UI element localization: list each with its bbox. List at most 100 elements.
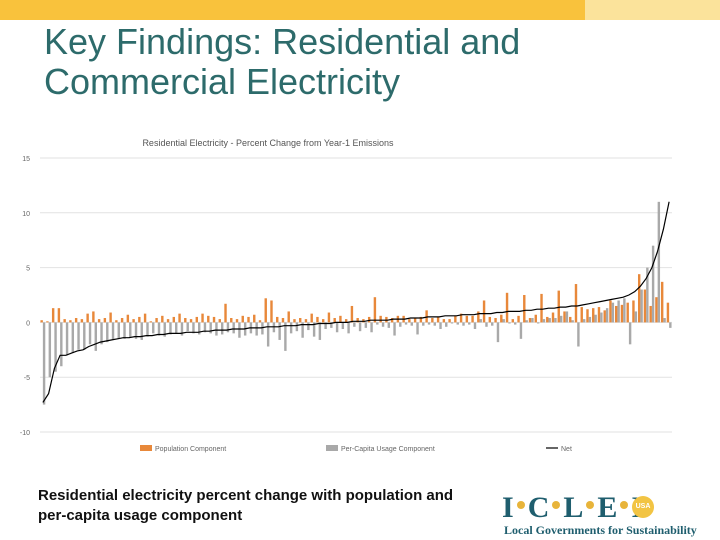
chart-bar-population — [46, 321, 49, 323]
slide-title-line-1: Key Findings: Residential and — [44, 21, 521, 62]
chart-bar-per-capita — [605, 308, 609, 323]
chart-bar-population — [115, 320, 118, 323]
logo-letter: L — [563, 491, 584, 524]
chart-bar-population — [586, 309, 589, 323]
chart-bar-population — [258, 320, 262, 323]
chart-bar-per-capita — [157, 322, 161, 336]
chart-bar-per-capita — [611, 302, 615, 323]
chart-canvas: Residential Electricity - Percent Change… — [16, 128, 680, 464]
chart-bar-population — [442, 319, 446, 323]
caption-line-1: Residential electricity percent change w… — [38, 487, 454, 504]
chart-bar-population — [51, 308, 55, 323]
chart-bar-population — [339, 315, 342, 323]
chart-bar-population — [120, 318, 124, 323]
logo-letter: E — [597, 491, 618, 524]
slide-title: Key Findings: Residential and Commercial… — [44, 22, 684, 102]
chart-bar-per-capita — [577, 322, 580, 347]
chart-bar-per-capita — [565, 311, 569, 323]
chart-bar-per-capita — [496, 322, 500, 343]
iclei-logo: ICLEI USA Local Governments for Sustaina… — [502, 492, 712, 538]
chart-bar-population — [632, 300, 635, 323]
chart-bar-per-capita — [393, 322, 396, 336]
chart-bar-population — [253, 314, 256, 323]
chart-bar-population — [212, 316, 216, 323]
chart-bar-population — [207, 315, 210, 323]
accent-bar-light — [585, 0, 720, 20]
chart-bar-population — [57, 308, 61, 323]
chart-bar-population — [615, 305, 618, 323]
chart-bar-per-capita — [525, 320, 528, 323]
chart-bar-population — [597, 307, 601, 323]
chart-bar-per-capita — [232, 322, 235, 334]
chart-bar-population — [230, 318, 233, 323]
chart-bar-per-capita — [623, 298, 626, 323]
chart-y-tick-label: 0 — [26, 320, 30, 327]
chart-bar-per-capita — [364, 322, 368, 328]
chart-bar-per-capita — [640, 289, 643, 323]
chart-bar-per-capita — [571, 320, 574, 323]
chart-bar-population — [609, 300, 612, 323]
chart-bar-per-capita — [186, 322, 189, 332]
chart-bar-population — [367, 316, 371, 323]
chart-bar-population — [454, 315, 457, 323]
chart-bar-population — [592, 308, 595, 323]
chart-bar-per-capita — [117, 322, 120, 339]
chart-bar-population — [97, 319, 101, 323]
chart-bar-per-capita — [192, 322, 195, 334]
chart-y-axis-ticks: 15 10 5 0 -5 -10 — [20, 156, 30, 437]
chart-bar-per-capita — [312, 322, 316, 337]
chart-bar-per-capita — [485, 322, 488, 327]
chart-bar-per-capita — [129, 322, 132, 338]
chart-bar-population — [132, 319, 135, 323]
residential-electricity-chart: Residential Electricity - Percent Change… — [16, 128, 680, 464]
chart-bar-population — [218, 319, 221, 323]
chart-bar-population — [620, 304, 624, 323]
chart-legend-swatch — [326, 445, 338, 451]
chart-bar-per-capita — [433, 322, 436, 326]
chart-bar-per-capita — [71, 322, 75, 354]
chart-bar-population — [655, 297, 658, 323]
chart-bar-per-capita — [111, 322, 115, 340]
accent-bar — [0, 0, 585, 20]
chart-bar-per-capita — [255, 322, 258, 336]
chart-bar-population — [333, 318, 336, 323]
chart-bar-population — [241, 315, 244, 323]
chart-bar-per-capita — [175, 322, 178, 334]
chart-bar-population — [626, 302, 629, 323]
chart-bar-per-capita — [163, 322, 166, 337]
chart-bar-per-capita — [651, 245, 655, 323]
chart-bar-per-capita — [106, 322, 109, 343]
chart-bar-per-capita — [318, 322, 322, 340]
chart-background — [16, 128, 680, 464]
chart-bar-per-capita — [468, 322, 471, 325]
chart-legend-label: Net — [561, 446, 572, 453]
chart-bar-per-capita — [180, 322, 184, 336]
chart-bar-per-capita — [422, 322, 425, 326]
chart-bar-population — [471, 315, 474, 323]
chart-bar-population — [488, 316, 492, 323]
chart-bar-per-capita — [594, 314, 597, 323]
chart-bar-population — [149, 321, 153, 323]
chart-bar-per-capita — [94, 322, 97, 351]
chart-bar-per-capita — [473, 322, 477, 329]
chart-bar-per-capita — [404, 322, 408, 325]
chart-bar-population — [390, 318, 394, 323]
chart-bar-per-capita — [65, 322, 69, 356]
chart-bar-per-capita — [48, 322, 52, 378]
chart-bar-per-capita — [663, 318, 666, 323]
chart-bar-population — [666, 302, 670, 323]
logo-usa-badge: USA — [632, 496, 654, 518]
chart-bar-per-capita — [341, 322, 345, 329]
chart-bar-population — [143, 313, 147, 323]
chart-bar-per-capita — [519, 322, 523, 339]
chart-bar-per-capita — [445, 322, 448, 327]
chart-bar-population — [109, 312, 112, 323]
chart-bar-population — [373, 297, 377, 323]
chart-bar-population — [161, 315, 164, 323]
chart-bar-population — [517, 315, 520, 323]
chart-bar-per-capita — [439, 322, 442, 329]
chart-bar-population — [660, 281, 664, 323]
logo-tagline: Local Governments for Sustainability — [504, 523, 697, 537]
chart-bar-population — [603, 310, 606, 323]
chart-bar-population — [569, 316, 572, 323]
